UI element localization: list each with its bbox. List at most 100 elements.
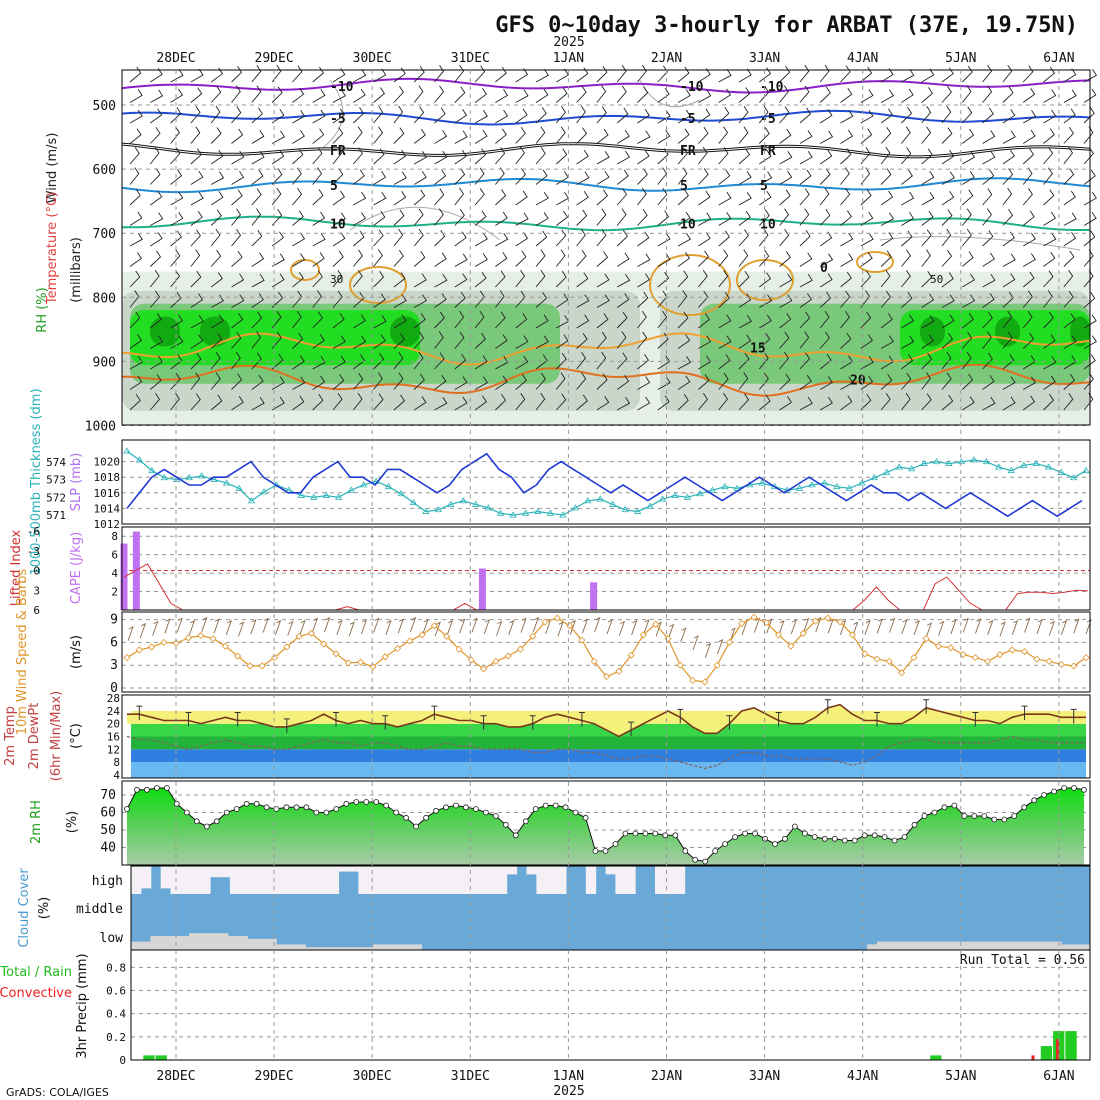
wind-barb <box>616 331 627 349</box>
cloud-high-cell <box>239 866 251 894</box>
wind10m-marker <box>467 656 475 664</box>
thickness-marker <box>721 482 729 490</box>
wind10m-barb <box>901 619 908 635</box>
wind-barb <box>596 251 609 267</box>
wind-barb <box>961 331 973 349</box>
wind10m-marker <box>775 631 783 639</box>
date-label-top: 1JAN <box>553 51 584 66</box>
wind-barb <box>373 106 384 124</box>
wind-barb <box>332 250 344 267</box>
thickness-marker <box>1069 474 1078 481</box>
wind-barb <box>819 376 833 390</box>
thickness-marker <box>1032 459 1040 466</box>
wind-barb <box>576 105 586 124</box>
isotherm-label: FR <box>680 144 696 159</box>
wind-barb <box>1063 146 1074 165</box>
thickness-marker <box>322 491 330 498</box>
wind-barb <box>677 375 691 390</box>
wind-barb <box>1043 251 1056 267</box>
wind-barb <box>637 396 651 411</box>
wind-barb <box>535 392 546 411</box>
wind-barb <box>129 147 140 165</box>
slp-tick: 1012 <box>94 518 121 531</box>
wind-barb <box>454 331 465 349</box>
cloud-high-cell <box>526 866 537 875</box>
temp-tick: 8 <box>113 756 120 769</box>
rh-marker <box>722 841 728 847</box>
wind10m-barb <box>852 621 859 637</box>
cape-tick: 4 <box>111 567 118 580</box>
wind-barb <box>738 315 752 329</box>
wind-barb <box>921 372 931 390</box>
thickness-marker <box>472 500 480 507</box>
wind-barb <box>880 108 894 124</box>
wind10m-marker <box>873 655 881 663</box>
wind-barb <box>352 147 364 165</box>
cloud-low-cell <box>867 944 878 950</box>
wind-barb <box>555 352 567 370</box>
wind-barb <box>515 108 528 124</box>
wind-barb <box>1002 168 1014 185</box>
wind-barb <box>474 167 485 185</box>
isotherm-label: 5 <box>330 179 338 194</box>
wind-barb <box>880 168 892 185</box>
wind-barb <box>434 188 445 206</box>
wind-barb <box>1002 273 1016 288</box>
precip-total-bar <box>1065 1031 1077 1060</box>
wind10m-marker <box>885 657 893 665</box>
wind-barb <box>738 334 752 349</box>
wind-barb <box>556 191 570 206</box>
wind-barb <box>677 290 688 308</box>
thickness-markers <box>123 447 1090 518</box>
precip-ticks: 0.8 0.6 0.4 0.2 0 <box>106 961 126 1067</box>
wind-barb <box>657 109 671 124</box>
wind10m-marker <box>590 657 598 665</box>
date-gridlines <box>175 70 1060 1060</box>
wind-barb <box>961 106 973 124</box>
wind10m-marker <box>996 650 1004 659</box>
wind-barb <box>779 373 791 390</box>
wind-barb <box>190 293 204 308</box>
rh-marker <box>343 800 350 807</box>
cloud-low-cell <box>227 936 239 950</box>
thickness-marker <box>808 481 816 488</box>
wind-barb <box>982 188 993 206</box>
wind-barb <box>657 253 671 267</box>
wind-barb <box>434 375 447 390</box>
thickness-marker <box>945 459 953 466</box>
wind10m-marker <box>799 629 807 637</box>
wind-barb <box>880 393 891 411</box>
wind-barb <box>961 229 972 247</box>
wind-barb <box>759 394 771 411</box>
rh-marker <box>792 823 798 830</box>
wind-tick: 3 <box>110 658 118 673</box>
wind-barb <box>149 269 160 288</box>
wind-barb <box>353 230 365 247</box>
wind-barb <box>1083 292 1096 308</box>
wind10m-marker <box>676 661 684 669</box>
thickness-marker <box>347 486 355 493</box>
cloud-high-cell <box>279 866 290 894</box>
cloud-low-cell <box>1080 944 1091 950</box>
cloud-high-cell <box>477 866 488 894</box>
wind-barb <box>779 251 791 267</box>
thickness-marker <box>584 497 592 504</box>
wind-barb <box>190 210 203 226</box>
wind-barb <box>921 229 932 247</box>
rh-marker <box>772 841 778 847</box>
wind-barb <box>535 88 549 103</box>
wind-barb <box>941 372 952 390</box>
wind-barb <box>616 188 628 206</box>
wind-barb <box>698 127 709 144</box>
wind10m-barb <box>717 638 724 654</box>
rh-marker <box>1081 786 1087 793</box>
wind10m-ticks: 9 6 3 0 <box>110 613 118 696</box>
rh-marker <box>263 804 270 811</box>
rh-marker <box>622 830 629 837</box>
wind10m-barb <box>1085 619 1092 635</box>
cloud-high-cell <box>437 866 448 894</box>
wind-barb <box>373 315 387 329</box>
stability-ticks: -6 -3 0 3 6 8 6 4 2 <box>27 525 119 617</box>
wind10m-barb <box>950 619 957 635</box>
cloud-low-cell <box>411 944 423 950</box>
